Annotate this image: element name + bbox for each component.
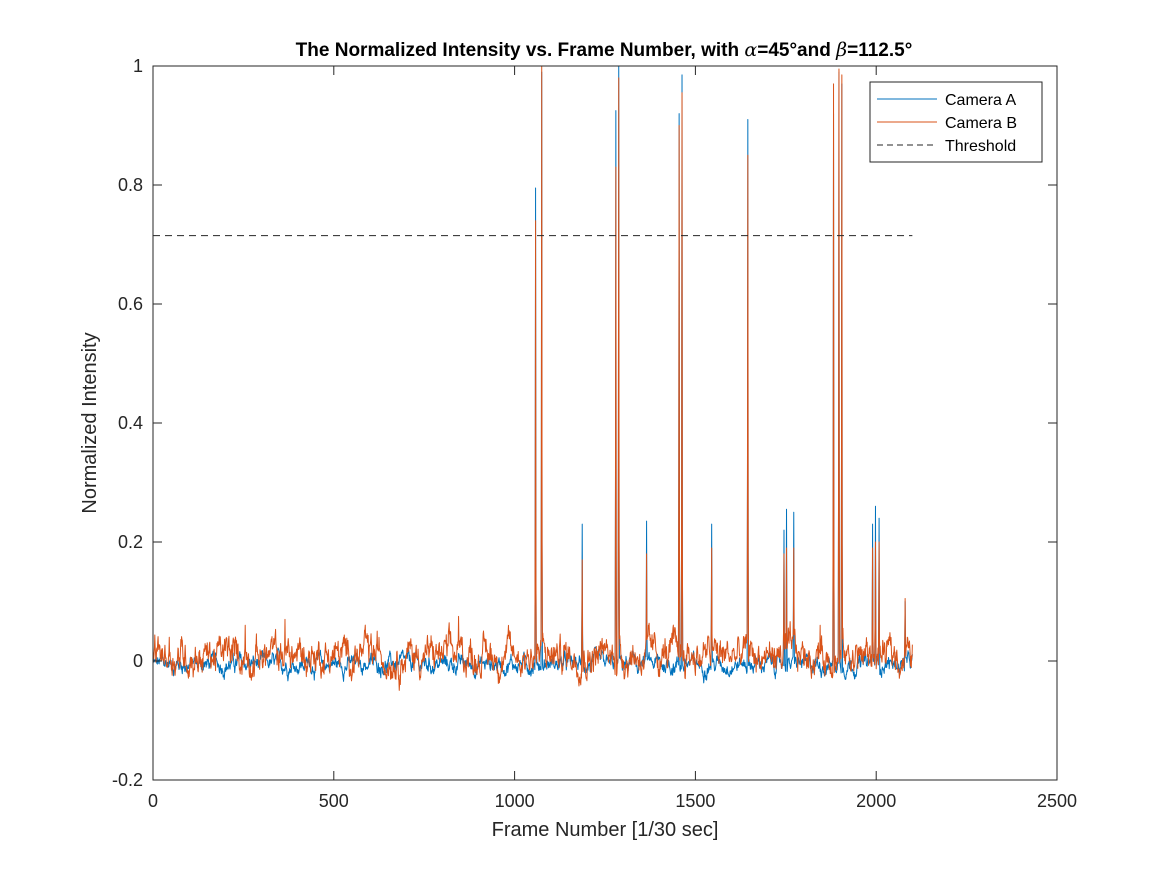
- y-axis: -0.2 0 0.2 0.4 0.6 0.8 1: [112, 56, 1057, 790]
- y-tick-label: 0.4: [118, 413, 143, 433]
- series-line-camera-b: [153, 66, 913, 691]
- x-tick-label: 0: [148, 791, 158, 811]
- x-tick-label: 1000: [495, 791, 535, 811]
- y-tick-label: 0: [133, 651, 143, 671]
- x-axis-label: Frame Number [1/30 sec]: [492, 819, 719, 841]
- y-tick-label: 1: [133, 56, 143, 76]
- y-tick-label: 0.6: [118, 294, 143, 314]
- x-tick-label: 2000: [856, 791, 896, 811]
- x-tick-label: 2500: [1037, 791, 1077, 811]
- y-tick-label: -0.2: [112, 770, 143, 790]
- x-tick-label: 500: [319, 791, 349, 811]
- y-tick-label: 0.8: [118, 175, 143, 195]
- y-tick-label: 0.2: [118, 532, 143, 552]
- x-axis: 0 500 1000 1500 2000 2500: [148, 66, 1077, 811]
- y-axis-label: Normalized Intensity: [79, 332, 101, 513]
- plot-area: 0 500 1000 1500 2000 2500 -0.200.20.40.60.81: [112, 56, 1077, 811]
- legend-label-threshold: Threshold: [945, 138, 1016, 155]
- chart-title: The Normalized Intensity vs. Frame Numbe…: [296, 39, 913, 61]
- x-tick-label: 1500: [675, 791, 715, 811]
- legend: Camera A Camera B Threshold: [869, 81, 1043, 163]
- legend-label-camera-b: Camera B: [945, 115, 1017, 132]
- series-layer: [153, 66, 913, 691]
- legend-label-camera-a: Camera A: [945, 92, 1016, 109]
